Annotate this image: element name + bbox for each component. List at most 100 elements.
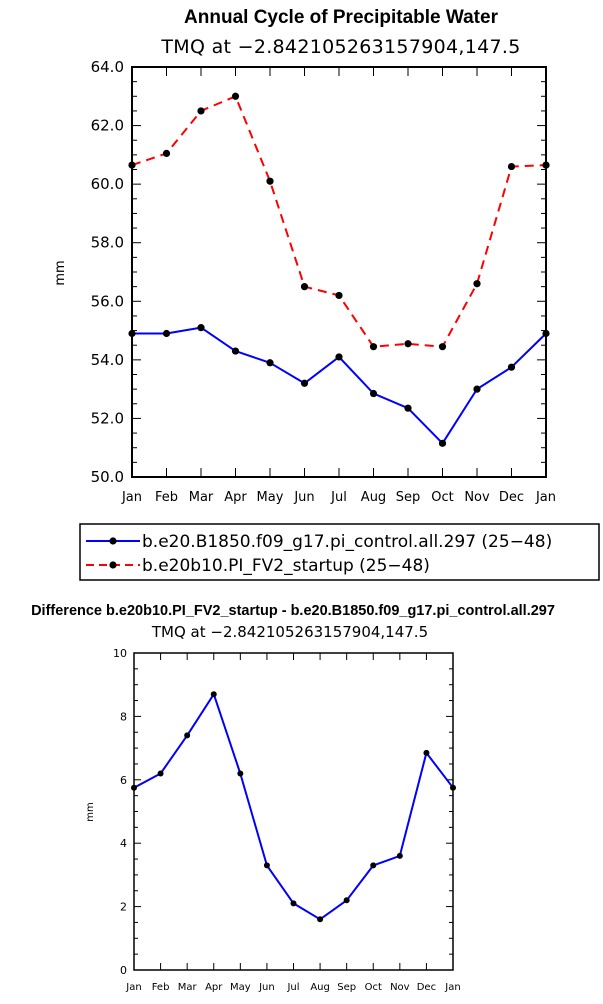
x-tick-label: Jan <box>535 490 556 505</box>
x-tick-label: Oct <box>431 490 453 505</box>
legend-marker-series-1 <box>109 537 117 545</box>
bottom-chart-y-axis-label: mm <box>85 802 96 821</box>
data-point <box>423 749 430 756</box>
top-chart: Annual Cycle of Precipitable Water TMQ a… <box>53 7 600 581</box>
data-point <box>507 363 516 371</box>
data-point <box>184 732 191 739</box>
data-point <box>210 691 217 698</box>
data-point <box>404 340 412 348</box>
x-tick-label: Apr <box>205 982 223 993</box>
data-point <box>473 385 481 393</box>
data-point <box>317 916 324 923</box>
y-tick-label: 56.0 <box>91 292 124 310</box>
data-point <box>335 291 343 300</box>
x-tick-label: Aug <box>361 490 386 505</box>
y-tick-label: 2 <box>120 901 127 914</box>
data-point <box>197 324 205 332</box>
data-point <box>162 329 171 338</box>
x-tick-label: Jun <box>258 982 275 993</box>
bottom-chart: Difference b.e20b10.PI_FV2_startup - b.e… <box>31 603 555 993</box>
top-chart-y-tick-labels: 50.0 52.0 54.0 56.0 58.0 60.0 62.0 64.0 <box>91 58 124 486</box>
top-chart-ticks <box>131 66 547 478</box>
series-line-1 <box>133 693 454 921</box>
data-point <box>290 900 297 907</box>
x-tick-label: Dec <box>417 982 436 993</box>
bottom-chart-subtitle: TMQ at −2.842105263157904,147.5 <box>151 623 428 641</box>
data-point <box>162 149 171 157</box>
bottom-chart-x-tick-labels: Jan Feb Mar Apr May Jun Jul Aug Sep Oct Nov Dec Jan <box>125 982 460 993</box>
top-chart-legend: b.e20.B1850.f09_g17.pi_control.all.297 (… <box>79 523 600 581</box>
data-point <box>263 862 270 869</box>
data-point <box>300 283 309 291</box>
y-tick-label: 52.0 <box>91 409 124 427</box>
data-point <box>231 92 240 100</box>
data-point <box>197 107 205 115</box>
x-tick-label: Feb <box>155 490 178 505</box>
top-chart-y-axis-label: mm <box>53 260 68 285</box>
bottom-chart-ticks <box>133 652 454 971</box>
x-tick-label: Jul <box>330 490 347 505</box>
top-chart-x-tick-labels: Jan Feb Mar Apr May Jun Jul Aug Sep Oct Nov Dec Jan <box>121 490 556 505</box>
y-tick-label: 8 <box>120 710 127 723</box>
bottom-chart-y-tick-labels: 0 2 4 6 8 10 <box>113 647 127 977</box>
top-chart-subtitle: TMQ at −2.842105263157904,147.5 <box>160 36 520 58</box>
y-tick-label: 58.0 <box>91 234 124 252</box>
series-line-1 <box>132 326 547 445</box>
y-tick-label: 60.0 <box>91 175 124 193</box>
data-point <box>231 347 240 355</box>
y-tick-label: 62.0 <box>91 117 124 135</box>
x-tick-label: Sep <box>396 490 421 505</box>
data-point <box>157 770 164 777</box>
data-point <box>438 343 447 351</box>
x-tick-label: Jan <box>444 982 460 993</box>
x-tick-label: Jan <box>121 490 142 505</box>
y-tick-label: 64.0 <box>91 58 124 76</box>
x-tick-label: Dec <box>499 490 524 505</box>
top-chart-title: Annual Cycle of Precipitable Water <box>184 7 499 28</box>
data-point <box>266 177 274 185</box>
x-tick-label: Jul <box>286 982 299 993</box>
x-tick-label: May <box>257 490 284 505</box>
x-tick-label: Mar <box>178 982 198 993</box>
data-point <box>473 280 481 288</box>
x-tick-label: Oct <box>365 982 382 993</box>
x-tick-label: May <box>230 982 251 993</box>
x-tick-label: Nov <box>390 982 410 993</box>
data-point <box>396 852 403 859</box>
bottom-chart-series <box>131 691 456 923</box>
data-point <box>300 379 309 387</box>
bottom-chart-title: Difference b.e20b10.PI_FV2_startup - b.e… <box>31 603 555 619</box>
data-point <box>369 389 378 398</box>
bottom-chart-frame <box>133 652 454 971</box>
y-tick-label: 6 <box>120 774 127 787</box>
y-tick-label: 54.0 <box>91 351 124 369</box>
data-point <box>404 404 412 412</box>
data-point <box>438 439 447 447</box>
x-tick-label: Aug <box>310 982 330 993</box>
data-point <box>370 862 377 869</box>
x-tick-label: Sep <box>337 982 356 993</box>
y-tick-label: 10 <box>113 647 127 660</box>
data-point <box>369 343 378 351</box>
legend-label-series-1: b.e20.B1850.f09_g17.pi_control.all.297 (… <box>142 532 552 552</box>
x-tick-label: Jan <box>125 982 141 993</box>
y-tick-label: 50.0 <box>91 468 124 486</box>
y-tick-label: 4 <box>120 837 127 850</box>
y-tick-label: 0 <box>120 964 127 977</box>
top-chart-series <box>128 92 550 447</box>
data-point <box>266 359 274 367</box>
data-point <box>237 770 244 777</box>
data-point <box>507 162 516 171</box>
x-tick-label: Jun <box>293 490 314 505</box>
data-point <box>335 353 343 361</box>
series-line-2 <box>131 95 547 348</box>
x-tick-label: Nov <box>464 490 490 505</box>
data-point <box>343 897 350 904</box>
x-tick-label: Mar <box>189 490 214 505</box>
legend-box <box>79 523 600 581</box>
legend-label-series-2: b.e20b10.PI_FV2_startup (25−48) <box>142 556 430 576</box>
legend-marker-series-2 <box>109 561 117 569</box>
x-tick-label: Feb <box>152 982 170 993</box>
x-tick-label: Apr <box>224 490 247 505</box>
